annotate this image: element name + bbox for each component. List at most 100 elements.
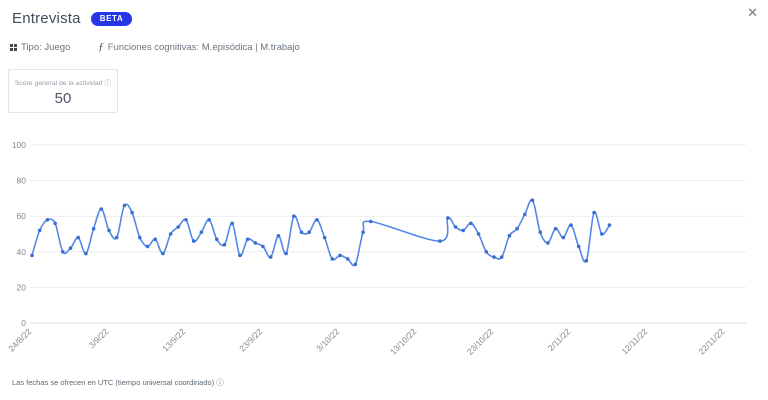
data-point — [476, 232, 481, 236]
data-point — [99, 207, 104, 211]
data-point — [222, 242, 227, 247]
score-card-label: Score general de la actividad ⓘ — [14, 80, 112, 87]
data-point — [446, 216, 450, 220]
x-tick-label: 3/9/22 — [87, 326, 111, 350]
data-point — [299, 230, 304, 234]
y-tick-label: 60 — [17, 211, 27, 221]
data-point — [515, 226, 519, 231]
data-point — [361, 230, 365, 234]
x-tick-label: 3/10/22 — [314, 326, 341, 353]
data-point — [507, 234, 512, 238]
data-point — [284, 251, 288, 256]
page-title: Entrevista — [12, 10, 81, 27]
score-card: Score general de la actividad ⓘ 50 — [8, 69, 118, 113]
data-point — [199, 230, 204, 234]
meta-row: Tipo: Juego ƒ Funciones cognitivas: M.ep… — [10, 41, 300, 53]
data-point — [37, 228, 42, 233]
data-point — [492, 255, 496, 259]
y-tick-label: 20 — [17, 282, 27, 292]
y-tick-label: 0 — [21, 318, 26, 328]
data-point — [130, 210, 134, 215]
data-point — [369, 219, 373, 224]
x-tick-label: 12/11/22 — [619, 326, 649, 356]
data-point — [207, 218, 211, 222]
data-point — [253, 241, 258, 245]
data-point — [345, 257, 350, 261]
data-point — [322, 235, 327, 240]
x-tick-label: 24/8/22 — [6, 326, 33, 353]
chart-line — [31, 198, 611, 267]
data-point — [161, 251, 165, 256]
data-point — [453, 225, 458, 229]
data-point — [91, 226, 96, 231]
data-point — [576, 244, 581, 249]
data-point — [191, 239, 196, 243]
data-point — [153, 237, 157, 242]
data-point — [461, 228, 466, 233]
data-point — [530, 198, 535, 202]
data-point — [499, 255, 504, 259]
data-point — [238, 253, 242, 258]
data-point — [553, 226, 558, 231]
data-point — [168, 232, 173, 236]
x-tick-label: 23/9/22 — [237, 326, 264, 353]
data-point — [68, 246, 73, 250]
info-icon[interactable]: ⓘ — [216, 378, 224, 387]
data-point — [184, 218, 188, 222]
data-point — [484, 250, 489, 254]
data-point — [561, 235, 566, 240]
meta-funciones-label: Funciones cognitivas: M.episódica | M.tr… — [107, 41, 300, 53]
x-tick-label: 22/11/22 — [696, 326, 726, 356]
score-card-value: 50 — [54, 90, 72, 107]
data-point — [268, 255, 273, 259]
data-point — [546, 241, 550, 245]
data-point — [215, 237, 219, 242]
beta-badge: BETA — [90, 11, 133, 26]
data-point — [138, 235, 142, 240]
category-grid-icon — [10, 43, 17, 51]
data-point — [114, 235, 119, 240]
x-tick-label: 13/10/22 — [388, 326, 419, 357]
data-point — [76, 235, 80, 240]
data-point — [538, 230, 542, 234]
function-icon: ƒ — [98, 41, 104, 53]
data-point — [53, 221, 57, 226]
data-point — [30, 253, 34, 258]
utc-note: Las fechas se ofrecen en UTC (tiempo uni… — [12, 378, 224, 387]
info-icon[interactable]: ⓘ — [104, 80, 112, 87]
close-icon[interactable]: ✕ — [747, 5, 758, 20]
data-point — [523, 212, 527, 217]
data-point — [230, 221, 234, 226]
y-tick-label: 100 — [12, 140, 26, 150]
y-tick-label: 80 — [17, 176, 27, 186]
data-point — [107, 228, 111, 233]
data-point — [315, 218, 319, 222]
score-line-chart[interactable]: 0 20 40 60 80 100 24/8/22 3/9/22 13/9/22 23/9/22 3… — [0, 136, 768, 374]
data-point — [330, 257, 335, 261]
data-point — [438, 239, 442, 243]
x-tick-label: 13/9/22 — [160, 326, 187, 353]
meta-tipo-label: Tipo: Juego — [21, 41, 71, 53]
y-tick-label: 40 — [17, 247, 27, 257]
data-point — [353, 262, 358, 267]
data-point — [607, 223, 612, 227]
header: Entrevista BETA — [12, 10, 133, 27]
data-point — [276, 234, 281, 238]
data-point — [176, 225, 181, 229]
data-point — [261, 244, 265, 249]
data-point — [84, 251, 88, 256]
meta-tipo: Tipo: Juego — [10, 42, 70, 53]
data-point — [145, 244, 150, 249]
data-point — [600, 232, 604, 236]
meta-funciones: ƒ Funciones cognitivas: M.episódica | M.… — [98, 41, 300, 53]
data-point — [45, 218, 50, 222]
data-point — [338, 253, 342, 258]
data-point — [569, 223, 573, 227]
chart-canvas[interactable]: 0 20 40 60 80 100 24/8/22 3/9/22 13/9/22 23/9/22 3… — [0, 136, 768, 374]
x-tick-label: 2/11/22 — [546, 326, 573, 353]
data-point — [245, 237, 250, 242]
data-point — [61, 250, 65, 254]
data-point — [592, 210, 596, 215]
data-point — [307, 230, 312, 234]
